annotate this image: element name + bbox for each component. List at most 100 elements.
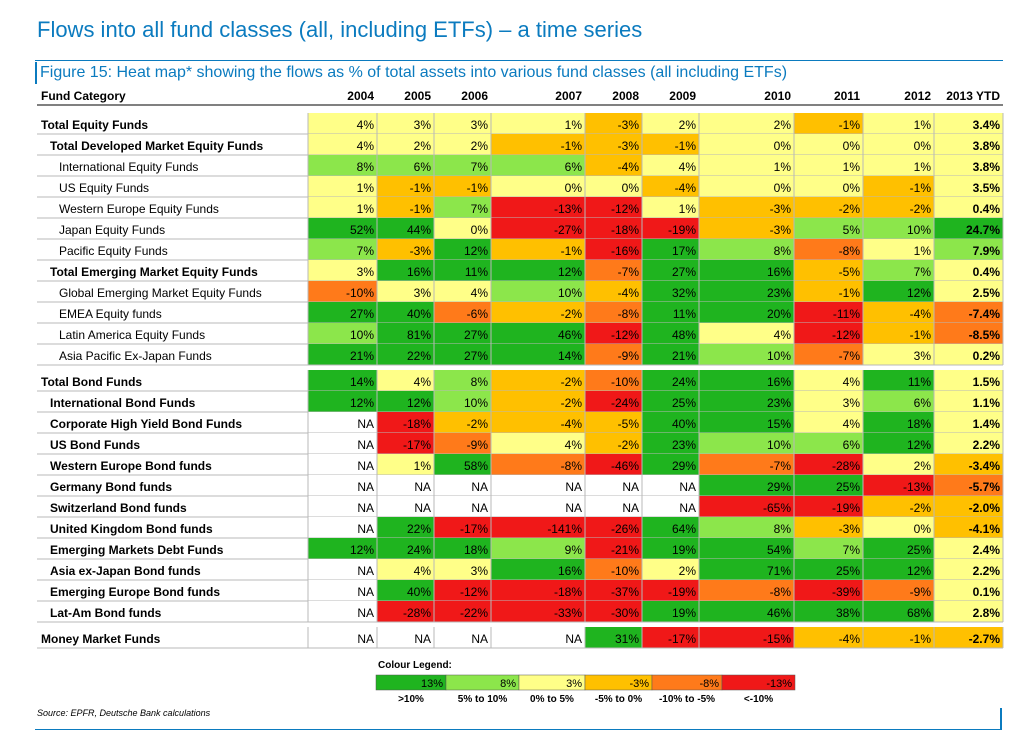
heat-cell — [491, 134, 585, 155]
figure-frame-right — [1000, 708, 1002, 730]
heat-cell — [377, 134, 434, 155]
cell-value: -17% — [460, 522, 488, 536]
heat-cell — [585, 323, 642, 344]
heat-cell — [308, 197, 377, 218]
cell-value: 11% — [908, 375, 931, 389]
column-header: 2007 — [555, 89, 582, 103]
cell-value: -2% — [910, 501, 932, 515]
heat-cell — [794, 412, 863, 433]
heat-cell — [794, 281, 863, 302]
heat-cell — [308, 370, 377, 391]
cell-value: 0.4% — [973, 265, 1001, 279]
heat-cell — [934, 197, 1003, 218]
cell-value: 23% — [672, 438, 696, 452]
heat-cell — [434, 412, 491, 433]
heat-cell — [642, 627, 699, 648]
heat-cell — [642, 239, 699, 260]
cell-value: 25% — [672, 396, 696, 410]
cell-value: 23% — [767, 286, 791, 300]
cell-value: 18% — [464, 543, 488, 557]
heat-cell — [377, 281, 434, 302]
cell-value: 16% — [767, 375, 791, 389]
heat-cell — [642, 218, 699, 239]
cell-value: 1% — [774, 160, 792, 174]
cell-value: NA — [357, 480, 374, 494]
column-header: 2004 — [347, 89, 374, 103]
heat-cell — [699, 580, 794, 601]
cell-value: 11% — [465, 265, 488, 279]
cell-value: 27% — [464, 349, 488, 363]
row-label: Total Emerging Market Equity Funds — [50, 265, 258, 279]
legend-swatch — [721, 674, 796, 691]
heat-cell — [934, 601, 1003, 622]
heat-cell — [642, 391, 699, 412]
heat-cell — [434, 517, 491, 538]
legend-range: >10% — [398, 694, 424, 705]
cell-value: 12% — [907, 438, 931, 452]
heat-cell — [491, 580, 585, 601]
heat-cell — [491, 197, 585, 218]
heat-cell — [642, 281, 699, 302]
cell-value: 7% — [914, 265, 932, 279]
row-label: Western Europe Equity Funds — [59, 202, 219, 216]
heat-cell — [642, 433, 699, 454]
heat-cell — [491, 370, 585, 391]
cell-value: 16% — [558, 564, 582, 578]
heat-cell — [308, 113, 377, 134]
cell-value: 44% — [407, 223, 431, 237]
heat-cell — [934, 260, 1003, 281]
cell-value: 4% — [843, 375, 861, 389]
cell-value: -1% — [561, 244, 583, 258]
heat-cell — [699, 475, 794, 496]
cell-value: 29% — [672, 459, 696, 473]
heat-cell — [863, 323, 934, 344]
cell-value: -9% — [618, 349, 640, 363]
cell-value: 7% — [843, 543, 861, 557]
heat-cell — [699, 281, 794, 302]
cell-value: 10% — [558, 286, 582, 300]
cell-value: -2.7% — [969, 632, 1001, 646]
cell-value: 19% — [672, 606, 696, 620]
heat-cell — [377, 344, 434, 365]
cell-value: 2.2% — [973, 564, 1001, 578]
heat-cell — [377, 580, 434, 601]
row-label: EMEA Equity funds — [59, 307, 162, 321]
row-label: International Bond Funds — [50, 396, 196, 410]
cell-value: 3.8% — [973, 160, 1001, 174]
cell-value: 0.1% — [973, 585, 1001, 599]
column-header: 2011 — [834, 89, 860, 103]
heat-cell — [491, 239, 585, 260]
heat-cell — [377, 412, 434, 433]
heat-cell — [934, 454, 1003, 475]
heat-cell — [642, 176, 699, 197]
heat-cell — [491, 218, 585, 239]
legend-swatch — [584, 674, 653, 691]
cell-value: 4% — [357, 118, 375, 132]
heat-cell — [377, 433, 434, 454]
cell-value: NA — [357, 585, 374, 599]
cell-value: 4% — [774, 328, 792, 342]
heat-cell — [377, 370, 434, 391]
cell-value: 0% — [622, 181, 640, 195]
heat-cell — [585, 370, 642, 391]
heat-cell — [699, 323, 794, 344]
cell-value: -18% — [403, 417, 431, 431]
row-label: Money Market Funds — [41, 632, 161, 646]
cell-value: NA — [565, 632, 582, 646]
heat-cell — [794, 344, 863, 365]
row-label: Global Emerging Market Equity Funds — [59, 286, 262, 300]
row-label: Total Equity Funds — [41, 118, 148, 132]
cell-value: 12% — [558, 265, 582, 279]
cell-value: 68% — [907, 606, 931, 620]
cell-value: -6% — [467, 307, 489, 321]
heat-cell — [642, 155, 699, 176]
column-header: 2013 YTD — [946, 89, 1000, 103]
heat-cell — [585, 134, 642, 155]
heat-cell — [585, 281, 642, 302]
heat-cell — [794, 218, 863, 239]
cell-value: 11% — [673, 307, 696, 321]
heat-cell — [308, 260, 377, 281]
cell-value: 52% — [350, 223, 374, 237]
legend-swatch — [375, 674, 447, 691]
cell-value: -2% — [561, 307, 583, 321]
